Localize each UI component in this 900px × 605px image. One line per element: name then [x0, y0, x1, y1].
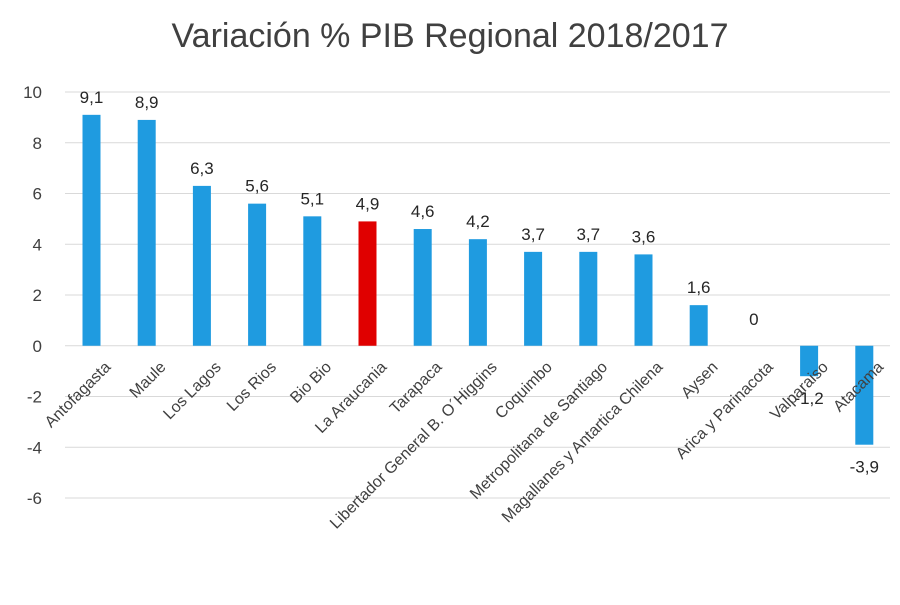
- bar: [800, 345, 819, 377]
- data-label: 0: [749, 310, 758, 329]
- category-label: Antofagasta: [42, 359, 114, 431]
- category-label: Los Rios: [224, 359, 280, 415]
- category-label: Los Lagos: [160, 359, 224, 423]
- y-tick-label: 4: [33, 235, 42, 254]
- data-label: 6,3: [190, 159, 214, 178]
- y-tick-label: 8: [33, 134, 42, 153]
- data-label: 3,7: [521, 225, 545, 244]
- chart-title: Variación % PIB Regional 2018/2017: [172, 17, 729, 55]
- bar: [137, 119, 156, 346]
- y-tick-label: -2: [27, 388, 42, 407]
- y-tick-label: 10: [23, 83, 42, 102]
- bar: [82, 114, 101, 346]
- category-label: Tarapaca: [387, 359, 446, 418]
- y-tick-label: 0: [33, 337, 42, 356]
- category-label: Bio Bio: [287, 359, 335, 407]
- y-tick-label: 2: [33, 286, 42, 305]
- bar: [413, 229, 432, 346]
- bar: [358, 221, 377, 346]
- data-label: 3,7: [576, 225, 600, 244]
- data-label: -3,9: [850, 458, 879, 477]
- bar: [248, 203, 267, 346]
- category-label: Maule: [127, 359, 170, 402]
- data-label: 4,9: [356, 194, 380, 213]
- y-tick-label: 6: [33, 185, 42, 204]
- data-label: 5,6: [245, 177, 269, 196]
- data-label: 9,1: [80, 88, 104, 107]
- data-labels: 9,1 8,9 6,3 5,6 5,1 4,9 4,6 4,2 3,7 3,7 3,6 1,6 0 -1,…: [80, 88, 879, 477]
- data-label: 1,6: [687, 278, 711, 297]
- data-label: 8,9: [135, 93, 159, 112]
- bar: [855, 345, 874, 445]
- data-label: 5,1: [300, 189, 324, 208]
- data-label: 3,6: [632, 227, 656, 246]
- category-label: Aysen: [678, 359, 721, 402]
- y-axis-ticks: 10 8 6 4 2 0 -2 -4 -6: [23, 83, 42, 508]
- y-tick-label: -4: [27, 438, 42, 457]
- data-label: 4,6: [411, 202, 435, 221]
- bar: [303, 216, 322, 346]
- y-tick-label: -6: [27, 489, 42, 508]
- bar: [468, 239, 487, 346]
- bar: [689, 305, 708, 346]
- data-label: -1,2: [794, 389, 823, 408]
- bar: [524, 251, 543, 346]
- bar: [579, 251, 598, 346]
- data-label: 4,2: [466, 212, 490, 231]
- bar: [634, 254, 653, 346]
- bar: [192, 185, 211, 346]
- bars: [82, 114, 874, 445]
